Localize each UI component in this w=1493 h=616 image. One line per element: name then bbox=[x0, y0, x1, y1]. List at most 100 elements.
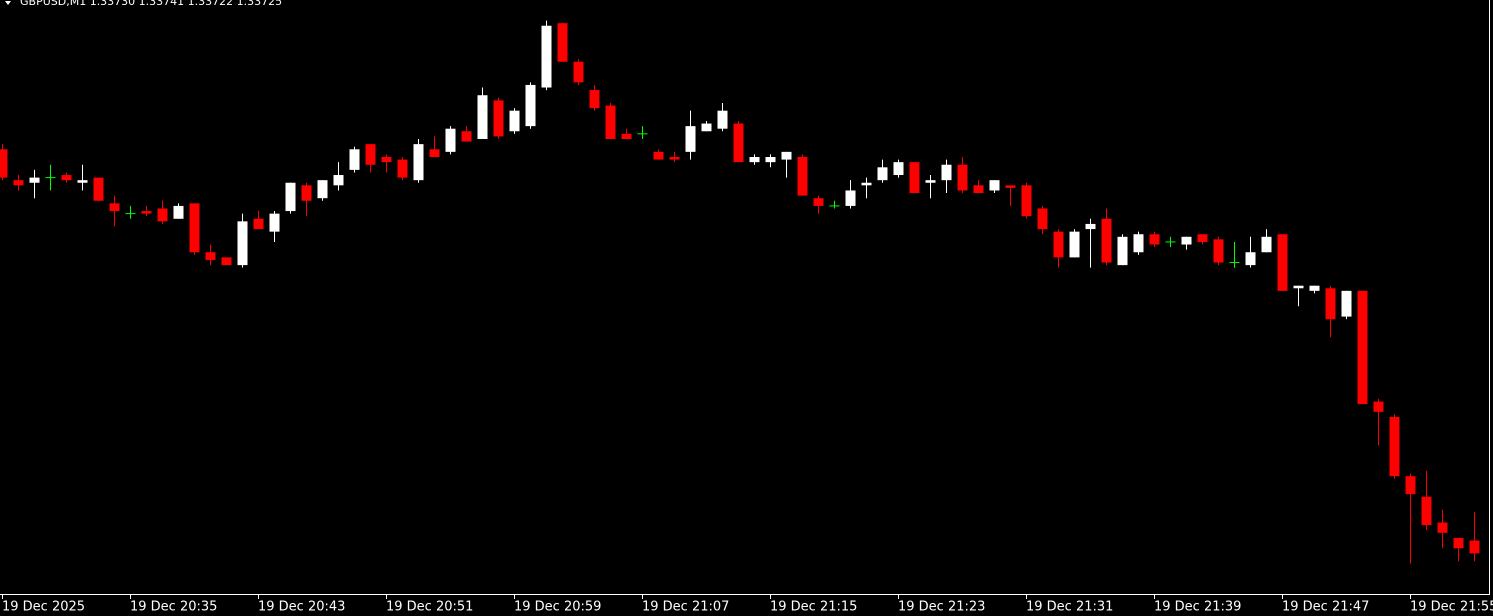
x-tick-label: 19 Dec 2025 bbox=[2, 600, 85, 615]
candle-body bbox=[445, 128, 456, 152]
candle-body bbox=[285, 182, 296, 212]
candle-body bbox=[989, 180, 1000, 191]
candle-body bbox=[1101, 218, 1112, 263]
candle-body bbox=[925, 180, 936, 183]
candle-body bbox=[77, 180, 88, 183]
x-tick-label: 19 Dec 21:39 bbox=[1154, 600, 1241, 615]
candle-body bbox=[573, 61, 584, 83]
candle-body bbox=[797, 157, 808, 196]
candle-body bbox=[221, 257, 232, 266]
candle-body bbox=[189, 203, 200, 253]
candle-body bbox=[621, 133, 632, 139]
x-tick-label: 19 Dec 21:47 bbox=[1282, 600, 1369, 615]
candle-body bbox=[349, 149, 360, 170]
candle-body bbox=[1245, 252, 1256, 266]
candle-body bbox=[877, 167, 888, 181]
x-tick-label: 19 Dec 20:35 bbox=[130, 600, 217, 615]
candle-body bbox=[813, 198, 824, 206]
candle-body bbox=[1325, 288, 1336, 320]
candle-body bbox=[893, 162, 904, 176]
candle-body bbox=[253, 218, 264, 230]
candle-body bbox=[845, 190, 856, 206]
candle-body bbox=[1341, 290, 1352, 317]
candle-body bbox=[93, 177, 104, 201]
candle-body bbox=[781, 151, 792, 160]
x-tick-label: 19 Dec 21:07 bbox=[642, 600, 729, 615]
candle-body bbox=[13, 180, 24, 186]
candle-body bbox=[205, 252, 216, 260]
candle-body bbox=[717, 110, 728, 129]
candle-body bbox=[365, 144, 376, 165]
candle-body bbox=[1453, 537, 1464, 549]
x-tick-label: 19 Dec 20:51 bbox=[386, 600, 473, 615]
candle-body bbox=[557, 23, 568, 62]
x-tick-label: 19 Dec 20:43 bbox=[258, 600, 345, 615]
candle-body bbox=[269, 213, 280, 232]
candle-body bbox=[1149, 234, 1160, 245]
candle-body bbox=[1053, 231, 1064, 258]
candle-body bbox=[1021, 185, 1032, 217]
candle-body bbox=[653, 151, 664, 160]
candle-body bbox=[1261, 236, 1272, 253]
candle-body bbox=[1133, 234, 1144, 253]
candle-body bbox=[413, 144, 424, 181]
candle-body bbox=[61, 175, 72, 181]
candle-body bbox=[1213, 239, 1224, 263]
candle-body bbox=[541, 25, 552, 88]
candle-body bbox=[589, 90, 600, 109]
candle-body bbox=[1005, 185, 1016, 188]
candle-body bbox=[701, 123, 712, 132]
candle-body bbox=[1421, 496, 1432, 526]
candle-body bbox=[605, 105, 616, 139]
x-tick-label: 19 Dec 21:55 bbox=[1410, 600, 1493, 615]
candle-body bbox=[685, 126, 696, 152]
candle-body bbox=[1117, 236, 1128, 266]
candle-body bbox=[509, 110, 520, 132]
candle-body bbox=[749, 157, 760, 163]
candle-body bbox=[669, 157, 680, 160]
candle-body bbox=[1373, 401, 1384, 412]
candle-body bbox=[397, 159, 408, 178]
candle-body bbox=[909, 162, 920, 194]
x-tick-label: 19 Dec 21:31 bbox=[1026, 600, 1113, 615]
candle-body bbox=[765, 157, 776, 163]
chart-title: GBPUSD,M1 1.33730 1.33741 1.33722 1.3372… bbox=[20, 0, 282, 8]
x-tick-label: 19 Dec 21:23 bbox=[898, 600, 985, 615]
x-tick-label: 19 Dec 21:15 bbox=[770, 600, 857, 615]
candle-body bbox=[1469, 540, 1480, 554]
candle-body bbox=[1037, 208, 1048, 230]
candle-body bbox=[1357, 290, 1368, 405]
candle-body bbox=[381, 157, 392, 163]
candle-body bbox=[1277, 234, 1288, 291]
candle-body bbox=[941, 164, 952, 181]
candle-body bbox=[493, 100, 504, 137]
candle-body bbox=[1293, 285, 1304, 289]
candle-body bbox=[1085, 223, 1096, 230]
header-arrow bbox=[5, 1, 11, 5]
candle-body bbox=[1389, 416, 1400, 477]
candle-body bbox=[333, 175, 344, 186]
candle-body bbox=[957, 164, 968, 191]
candle-body bbox=[477, 95, 488, 139]
candle-body bbox=[237, 221, 248, 266]
candle-body bbox=[301, 185, 312, 201]
candle-body bbox=[733, 123, 744, 163]
candle-body bbox=[1181, 236, 1192, 245]
candle-body bbox=[173, 205, 184, 219]
candle-body bbox=[861, 182, 872, 186]
candle-body bbox=[429, 149, 440, 158]
candle-body bbox=[461, 131, 472, 142]
candle-body bbox=[157, 208, 168, 222]
candle-body bbox=[1405, 476, 1416, 495]
candle-body bbox=[0, 149, 8, 178]
candle-body bbox=[317, 180, 328, 199]
candle-body bbox=[525, 84, 536, 127]
candle-body bbox=[1197, 234, 1208, 242]
candle-body bbox=[109, 203, 120, 212]
candle-body bbox=[29, 177, 40, 183]
candle-body bbox=[141, 211, 152, 214]
x-tick-label: 19 Dec 20:59 bbox=[514, 600, 601, 615]
candle-body bbox=[973, 185, 984, 194]
